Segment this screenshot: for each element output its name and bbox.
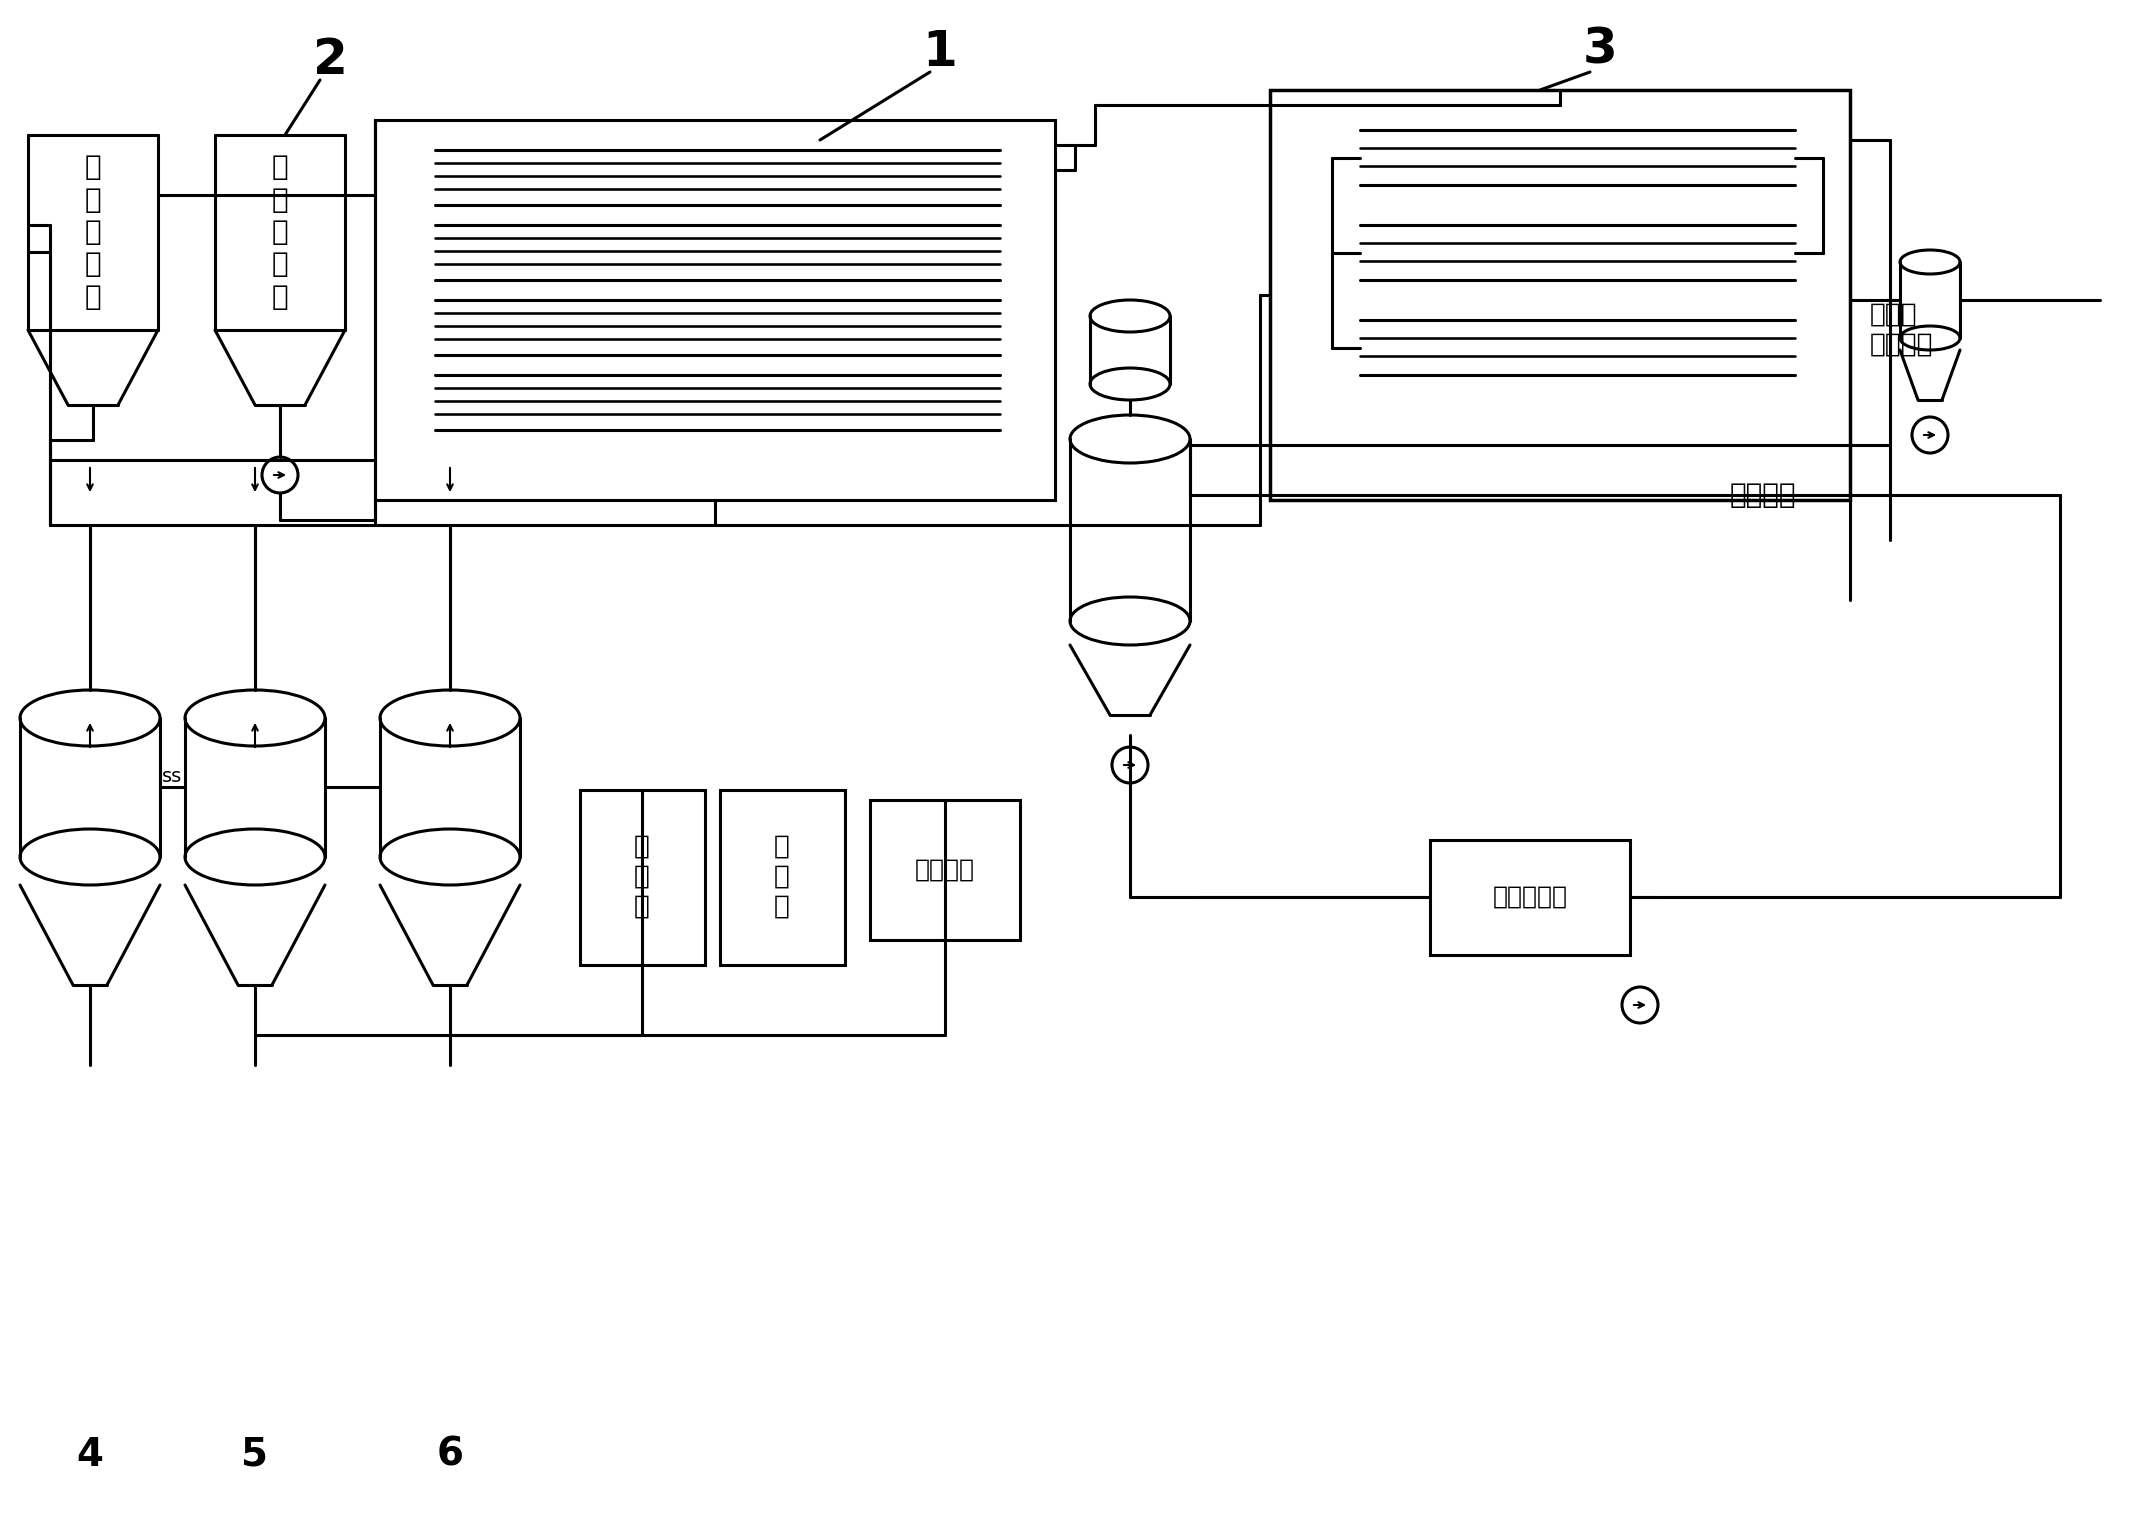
Text: 新蒸汽
去锅炉房: 新蒸汽 去锅炉房 <box>1871 302 1933 358</box>
Text: 母
液
槽: 母 液 槽 <box>634 833 651 920</box>
Text: 循环水处理: 循环水处理 <box>1493 885 1568 909</box>
Bar <box>376 120 1055 499</box>
Bar <box>580 789 705 965</box>
Text: 蒸
发
原
液
槽: 蒸 发 原 液 槽 <box>271 153 288 311</box>
Bar <box>1431 839 1630 955</box>
Text: 4: 4 <box>77 1436 103 1474</box>
Text: ss: ss <box>161 768 183 786</box>
Text: 1: 1 <box>921 27 958 76</box>
Text: 母
液
槽: 母 液 槽 <box>773 833 790 920</box>
Bar <box>870 800 1020 940</box>
Text: 真空系统: 真空系统 <box>915 858 975 882</box>
Text: 循环上水: 循环上水 <box>1729 481 1796 509</box>
Text: 蒸
发
原
液
槽: 蒸 发 原 液 槽 <box>84 153 101 311</box>
Bar <box>1269 90 1849 499</box>
Bar <box>720 789 844 965</box>
Text: 3: 3 <box>1583 26 1617 74</box>
Text: 5: 5 <box>241 1436 268 1474</box>
Text: 2: 2 <box>314 36 348 83</box>
Text: 6: 6 <box>436 1436 464 1474</box>
